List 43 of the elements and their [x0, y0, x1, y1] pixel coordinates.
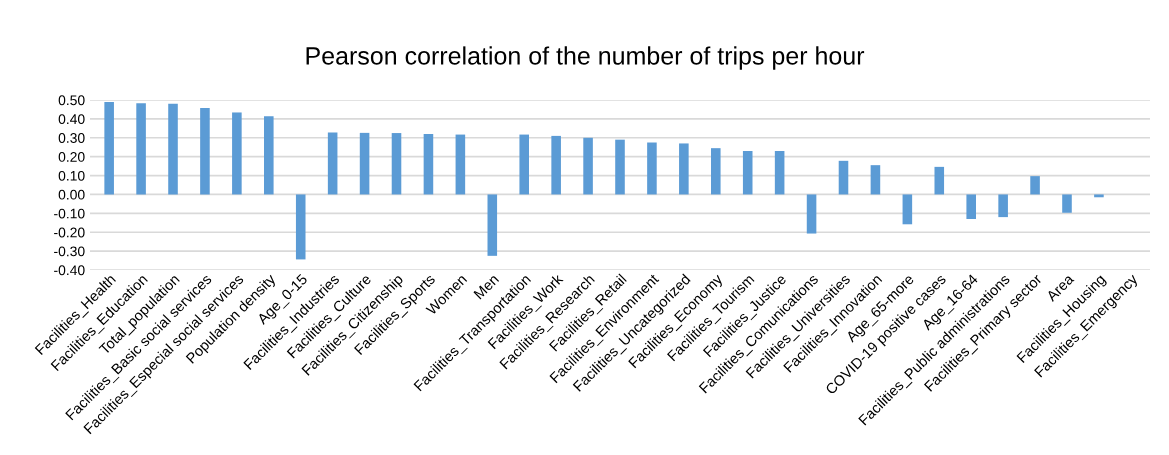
bar — [295, 194, 306, 260]
bar — [583, 137, 593, 195]
bar — [1094, 194, 1104, 198]
bar — [615, 139, 625, 195]
bar — [423, 134, 434, 195]
bar — [327, 132, 338, 195]
bar — [742, 151, 753, 195]
bar — [391, 133, 402, 195]
y-tick-label: 0.50 — [58, 95, 85, 106]
y-tick-label: -0.40 — [54, 265, 85, 276]
bar — [710, 148, 721, 195]
bar — [104, 101, 114, 195]
bar — [679, 143, 689, 195]
bar — [200, 107, 210, 195]
y-tick-label: -0.30 — [54, 246, 85, 257]
bar — [487, 194, 498, 256]
y-tick-label: -0.20 — [54, 227, 85, 238]
bar — [647, 142, 657, 195]
bar — [1062, 194, 1072, 213]
y-tick-label: 0.20 — [58, 152, 85, 162]
y-tick-label: 0.40 — [58, 114, 85, 125]
bar — [806, 194, 817, 234]
bar — [264, 116, 274, 195]
y-tick-label: -0.10 — [54, 208, 85, 219]
chart-title: Pearson correlation of the number of trips per hour — [306, 46, 865, 70]
bar — [359, 132, 370, 195]
bar — [902, 194, 913, 225]
bar — [1030, 176, 1040, 195]
bar — [519, 134, 530, 195]
y-tick-label: 0.10 — [58, 170, 85, 181]
bar — [838, 160, 849, 195]
bar — [934, 166, 945, 195]
bar — [966, 194, 976, 219]
bar — [870, 165, 881, 195]
bar — [455, 134, 466, 195]
y-tick-label: 0.00 — [58, 189, 85, 200]
bar — [168, 103, 178, 195]
bar — [551, 135, 561, 195]
bar — [998, 194, 1008, 218]
bar — [136, 103, 146, 195]
bar — [774, 151, 785, 195]
bar — [232, 112, 242, 195]
y-tick-label: 0.30 — [58, 133, 85, 143]
